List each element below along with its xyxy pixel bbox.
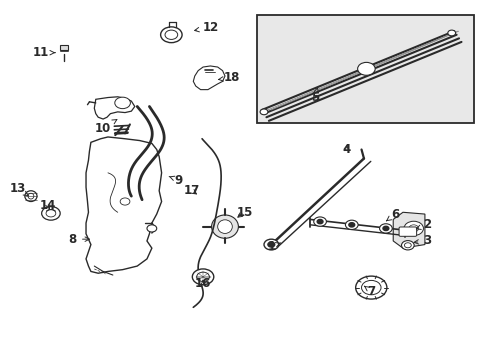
Text: 13: 13 xyxy=(10,183,29,196)
Text: 14: 14 xyxy=(40,199,56,212)
Text: 10: 10 xyxy=(95,120,117,135)
Circle shape xyxy=(264,239,278,250)
Circle shape xyxy=(115,97,130,109)
Circle shape xyxy=(317,220,323,224)
Ellipse shape xyxy=(28,193,34,199)
Text: 7: 7 xyxy=(364,285,375,298)
Bar xyxy=(60,45,68,50)
Ellipse shape xyxy=(211,215,238,238)
Text: 2: 2 xyxy=(415,218,430,231)
Text: 8: 8 xyxy=(69,233,89,246)
Circle shape xyxy=(46,210,56,217)
Circle shape xyxy=(355,276,386,299)
Text: 16: 16 xyxy=(194,278,211,291)
Text: 4: 4 xyxy=(342,143,350,156)
Circle shape xyxy=(382,226,388,230)
Text: 1: 1 xyxy=(267,240,280,253)
Circle shape xyxy=(357,62,374,75)
Polygon shape xyxy=(86,137,161,273)
Text: 17: 17 xyxy=(183,184,200,197)
Polygon shape xyxy=(193,66,224,90)
Circle shape xyxy=(147,225,157,232)
Bar xyxy=(256,15,473,123)
Circle shape xyxy=(164,30,177,40)
Circle shape xyxy=(408,225,418,232)
Text: 11: 11 xyxy=(33,46,55,59)
Circle shape xyxy=(267,242,274,247)
Polygon shape xyxy=(392,212,424,248)
Circle shape xyxy=(361,280,380,295)
Circle shape xyxy=(403,221,423,235)
Circle shape xyxy=(41,207,60,220)
Polygon shape xyxy=(94,97,135,119)
Ellipse shape xyxy=(217,220,232,233)
FancyBboxPatch shape xyxy=(398,227,416,236)
Circle shape xyxy=(401,240,413,250)
Text: 15: 15 xyxy=(236,206,252,219)
Text: 9: 9 xyxy=(169,174,183,186)
Circle shape xyxy=(196,272,209,282)
Circle shape xyxy=(348,223,354,227)
Circle shape xyxy=(120,198,130,205)
Circle shape xyxy=(192,269,213,285)
Text: 3: 3 xyxy=(413,234,430,247)
Circle shape xyxy=(313,217,326,226)
Circle shape xyxy=(404,243,410,248)
Text: 12: 12 xyxy=(194,21,218,34)
Circle shape xyxy=(447,30,455,36)
Circle shape xyxy=(160,27,182,42)
Text: 18: 18 xyxy=(218,71,240,84)
Text: 6: 6 xyxy=(386,208,399,221)
Circle shape xyxy=(379,224,391,233)
Ellipse shape xyxy=(25,191,37,202)
Circle shape xyxy=(260,109,267,115)
Circle shape xyxy=(345,220,357,229)
Text: 5: 5 xyxy=(310,88,319,104)
